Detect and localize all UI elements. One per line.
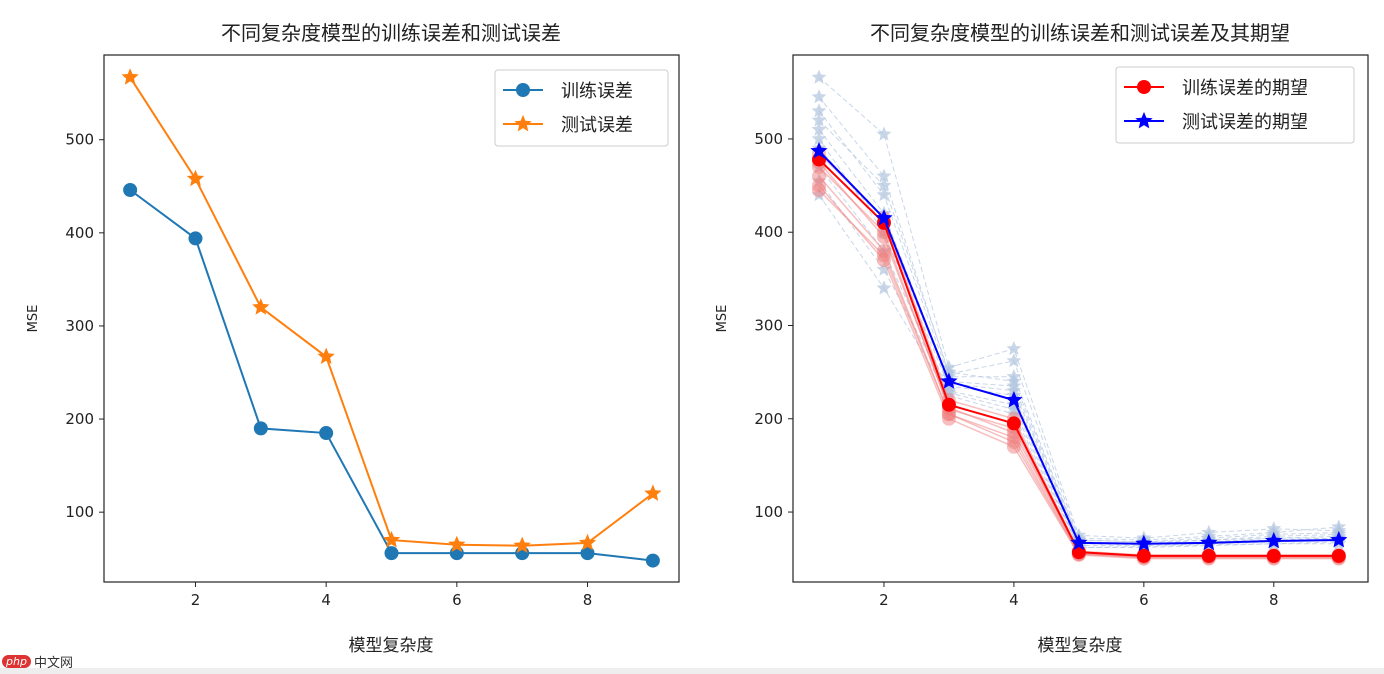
- watermark-text: 中文网: [33, 656, 73, 671]
- chart-title: 不同复杂度模型的训练误差和测试误差及其期望: [870, 21, 1290, 45]
- test-run-marker: [876, 177, 892, 192]
- series-1-point: [1266, 548, 1281, 563]
- series-2-point: [252, 298, 270, 315]
- series-2-point: [1265, 531, 1283, 549]
- series-1-point: [1071, 545, 1086, 560]
- plot-lines: [810, 69, 1348, 566]
- x-axis-label: 模型复杂度: [1038, 636, 1123, 656]
- test-run-line: [818, 194, 1339, 548]
- y-tick-label: 400: [65, 224, 94, 242]
- php-logo: php: [2, 655, 31, 668]
- series-2-point: [513, 536, 531, 553]
- test-run-marker: [811, 69, 827, 84]
- x-tick-label: 8: [1269, 591, 1279, 609]
- test-run-marker: [811, 112, 827, 127]
- series-1-point: [580, 546, 595, 561]
- series-1-point: [1201, 548, 1216, 563]
- series-1-point: [319, 426, 334, 441]
- x-tick-label: 8: [583, 591, 593, 609]
- test-run-marker: [1006, 383, 1022, 398]
- y-tick-label: 300: [65, 317, 94, 335]
- test-run-marker: [876, 261, 892, 276]
- train-run-marker: [811, 183, 826, 198]
- chart-title: 不同复杂度模型的训练误差和测试误差: [221, 21, 561, 45]
- test-run-marker: [811, 103, 827, 118]
- y-tick-label: 200: [754, 410, 783, 428]
- plot-lines: [121, 68, 662, 568]
- series-2-point: [644, 484, 662, 501]
- series-2-point: [1330, 530, 1348, 548]
- series-2-point: [1070, 533, 1088, 551]
- train-run-marker: [876, 248, 891, 263]
- y-tick-label: 200: [65, 410, 94, 428]
- test-run-marker: [1006, 341, 1022, 356]
- series-2-point: [875, 209, 893, 226]
- train-run-marker: [1006, 435, 1021, 450]
- y-tick-label: 500: [65, 131, 94, 149]
- y-tick-label: 100: [65, 503, 94, 521]
- legend-marker: [1135, 111, 1153, 129]
- x-tick-label: 4: [1009, 591, 1019, 609]
- x-tick-label: 4: [321, 591, 331, 609]
- series-2-point: [1005, 391, 1023, 408]
- test-run-line: [818, 96, 1339, 541]
- series-2-point: [121, 68, 139, 85]
- series-1-point: [384, 546, 399, 561]
- series-1-point: [123, 183, 138, 198]
- x-tick-label: 2: [191, 591, 201, 609]
- x-tick-label: 6: [1139, 591, 1149, 609]
- series-1-point: [253, 421, 268, 436]
- series-2-point: [448, 535, 466, 553]
- test-run-line: [818, 119, 1339, 543]
- series-2-point: [317, 347, 335, 364]
- test-run-marker: [1006, 353, 1022, 368]
- watermark-logo: php 中文网: [2, 652, 73, 671]
- x-tick-label: 6: [452, 591, 462, 609]
- legend-label: 训练误差的期望: [1182, 78, 1308, 99]
- legend-label: 测试误差: [561, 115, 633, 136]
- y-tick-label: 300: [754, 316, 783, 334]
- y-tick-label: 100: [754, 503, 783, 521]
- legend: [1115, 66, 1355, 144]
- test-run-marker: [876, 280, 892, 295]
- y-axis-label: MSE: [715, 305, 730, 333]
- test-run-line: [818, 147, 1339, 545]
- series-2-point: [186, 169, 205, 187]
- series-1-point: [941, 397, 956, 412]
- x-axis-label: 模型复杂度: [349, 636, 434, 656]
- legend-marker: [514, 114, 532, 132]
- test-run-marker: [811, 121, 827, 136]
- test-run-marker: [811, 89, 827, 104]
- series-1-point: [1006, 416, 1021, 431]
- series-2-point: [1135, 534, 1153, 552]
- test-run-marker: [811, 131, 827, 146]
- x-tick-label: 2: [879, 591, 889, 609]
- test-run-marker: [941, 364, 957, 379]
- legend-marker: [516, 83, 530, 97]
- series-1-point: [1331, 548, 1346, 563]
- series-2-point: [810, 142, 828, 159]
- series-2-point: [578, 533, 597, 551]
- series-2-point: [382, 531, 401, 548]
- series-2-point: [1200, 533, 1218, 551]
- y-tick-label: 400: [754, 223, 783, 241]
- test-run-marker: [1006, 373, 1022, 388]
- series-1-point: [188, 231, 203, 246]
- test-run-marker: [876, 168, 892, 183]
- y-axis-label: MSE: [26, 305, 41, 333]
- series-1-point: [1136, 548, 1151, 563]
- test-run-marker: [876, 126, 892, 141]
- bottom-bar: [0, 668, 1384, 674]
- y-tick-label: 500: [754, 130, 783, 148]
- legend-label: 训练误差: [561, 81, 633, 102]
- series-2-point: [940, 372, 958, 389]
- legend-label: 测试误差的期望: [1182, 112, 1308, 133]
- series-1-point: [645, 553, 660, 568]
- legend-marker: [1137, 80, 1151, 94]
